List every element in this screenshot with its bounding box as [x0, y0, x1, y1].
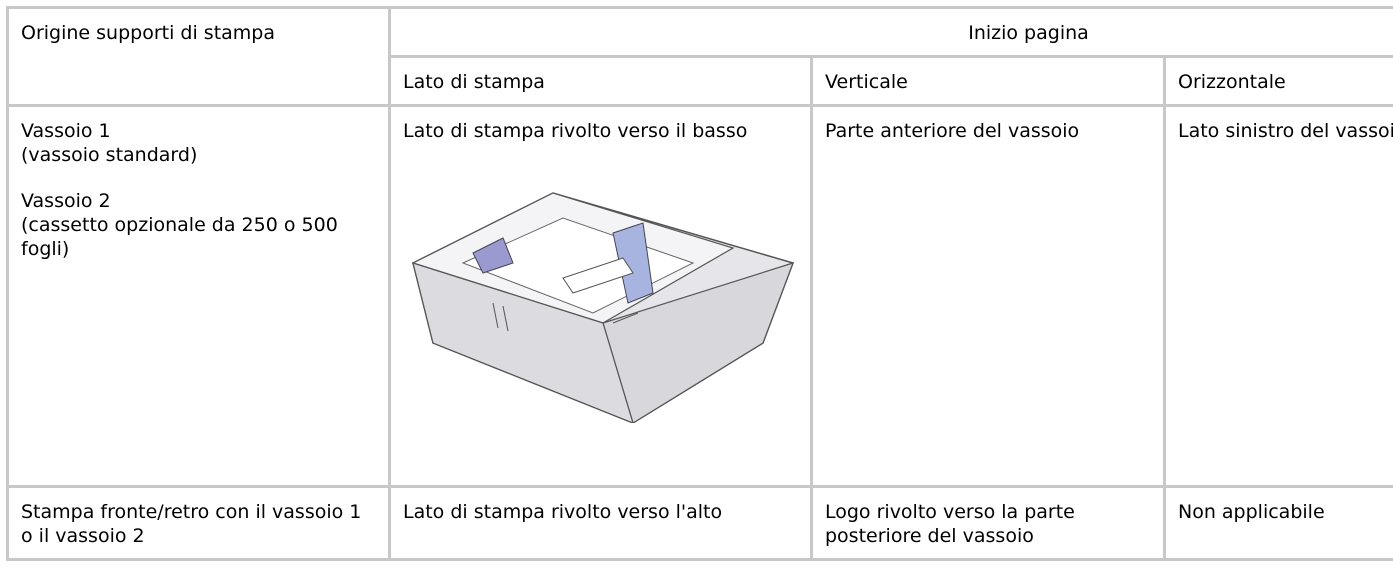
text: (vassoio standard)	[21, 144, 198, 166]
header-column: Lato di stampa	[391, 58, 810, 104]
text: Vassoio 2	[21, 190, 111, 212]
tray-illustration	[411, 192, 794, 423]
table-wrap: Origine supporti di stampa Inizio pagina…	[6, 6, 1393, 583]
origin-paragraph: Vassoio 1 (vassoio standard)	[21, 119, 376, 167]
cell: Parte anteriore del vassoio	[813, 107, 1163, 485]
header-column: Verticale	[813, 58, 1163, 104]
origin-paragraph: Vassoio 2 (cassetto opzionale da 250 o 50…	[21, 189, 376, 261]
cell: Lato di stampa rivolto verso l'alto	[391, 488, 810, 558]
header-column: Orizzontale	[1166, 58, 1393, 104]
text: Vassoio 1	[21, 120, 111, 142]
cell: Lato sinistro del vassoio	[1166, 107, 1393, 485]
header-group: Inizio pagina	[391, 9, 1393, 55]
cell: Lato di stampa rivolto verso il basso	[391, 107, 810, 485]
table: Origine supporti di stampa Inizio pagina…	[6, 6, 1393, 561]
text: Lato di stampa rivolto verso il basso	[403, 120, 748, 142]
cell: Non applicabile	[1166, 488, 1393, 558]
origin-cell: Stampa fronte/retro con il vassoio 1 o i…	[9, 488, 388, 558]
text: (cassetto opzionale da 250 o 500 fogli)	[21, 214, 338, 260]
cell: Logo rivolto verso la parte posteriore d…	[813, 488, 1163, 558]
origin-cell: Vassoio 1 (vassoio standard) Vassoio 2 (ca…	[9, 107, 388, 485]
text: Stampa fronte/retro con il vassoio 1 o i…	[21, 501, 362, 547]
header-origin: Origine supporti di stampa	[9, 9, 388, 104]
